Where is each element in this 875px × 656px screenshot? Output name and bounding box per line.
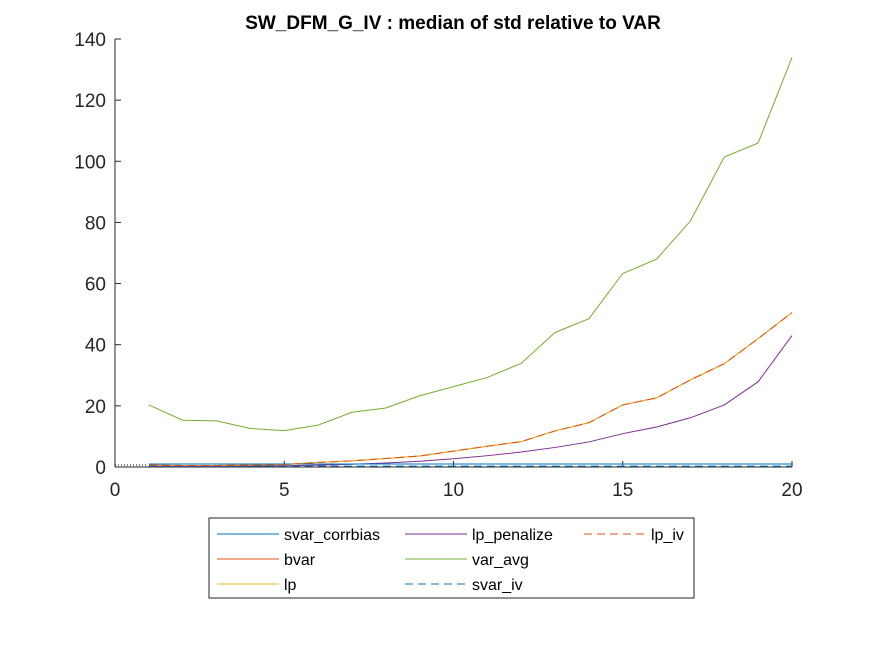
x-tick-label: 5 <box>279 480 290 501</box>
legend-label-lp-penalize: lp_penalize <box>472 527 553 544</box>
plot-area: 0 5 10 15 20 0 20 40 60 80 100 120 140 <box>74 30 802 501</box>
x-tick-label: 20 <box>781 480 802 501</box>
y-tick-label: 140 <box>74 30 106 51</box>
y-tick-label: 80 <box>85 213 106 234</box>
y-tick-label: 40 <box>85 336 106 357</box>
legend-label-svar-iv: svar_iv <box>472 577 523 594</box>
y-tick-label: 100 <box>74 152 106 173</box>
chart-title: SW_DFM_G_IV : median of std relative to … <box>245 13 661 34</box>
x-tick-label: 0 <box>110 480 121 501</box>
legend-label-bvar: bvar <box>284 552 316 569</box>
y-tick-label: 0 <box>95 458 106 479</box>
series-line-lp-iv <box>148 312 793 466</box>
legend-label-var-avg: var_avg <box>472 552 529 569</box>
x-tick-label: 15 <box>612 480 633 501</box>
legend-label-svar-corrbias: svar_corrbias <box>284 527 380 544</box>
y-tick-label: 120 <box>74 91 106 112</box>
legend-label-lp-iv: lp_iv <box>651 527 684 544</box>
legend-label-lp: lp <box>284 577 297 594</box>
series-line-var-avg <box>148 57 793 432</box>
y-tick-label: 60 <box>85 275 106 296</box>
y-tick-label: 20 <box>85 397 106 418</box>
legend-box <box>208 517 695 599</box>
x-tick-label: 10 <box>443 480 464 501</box>
